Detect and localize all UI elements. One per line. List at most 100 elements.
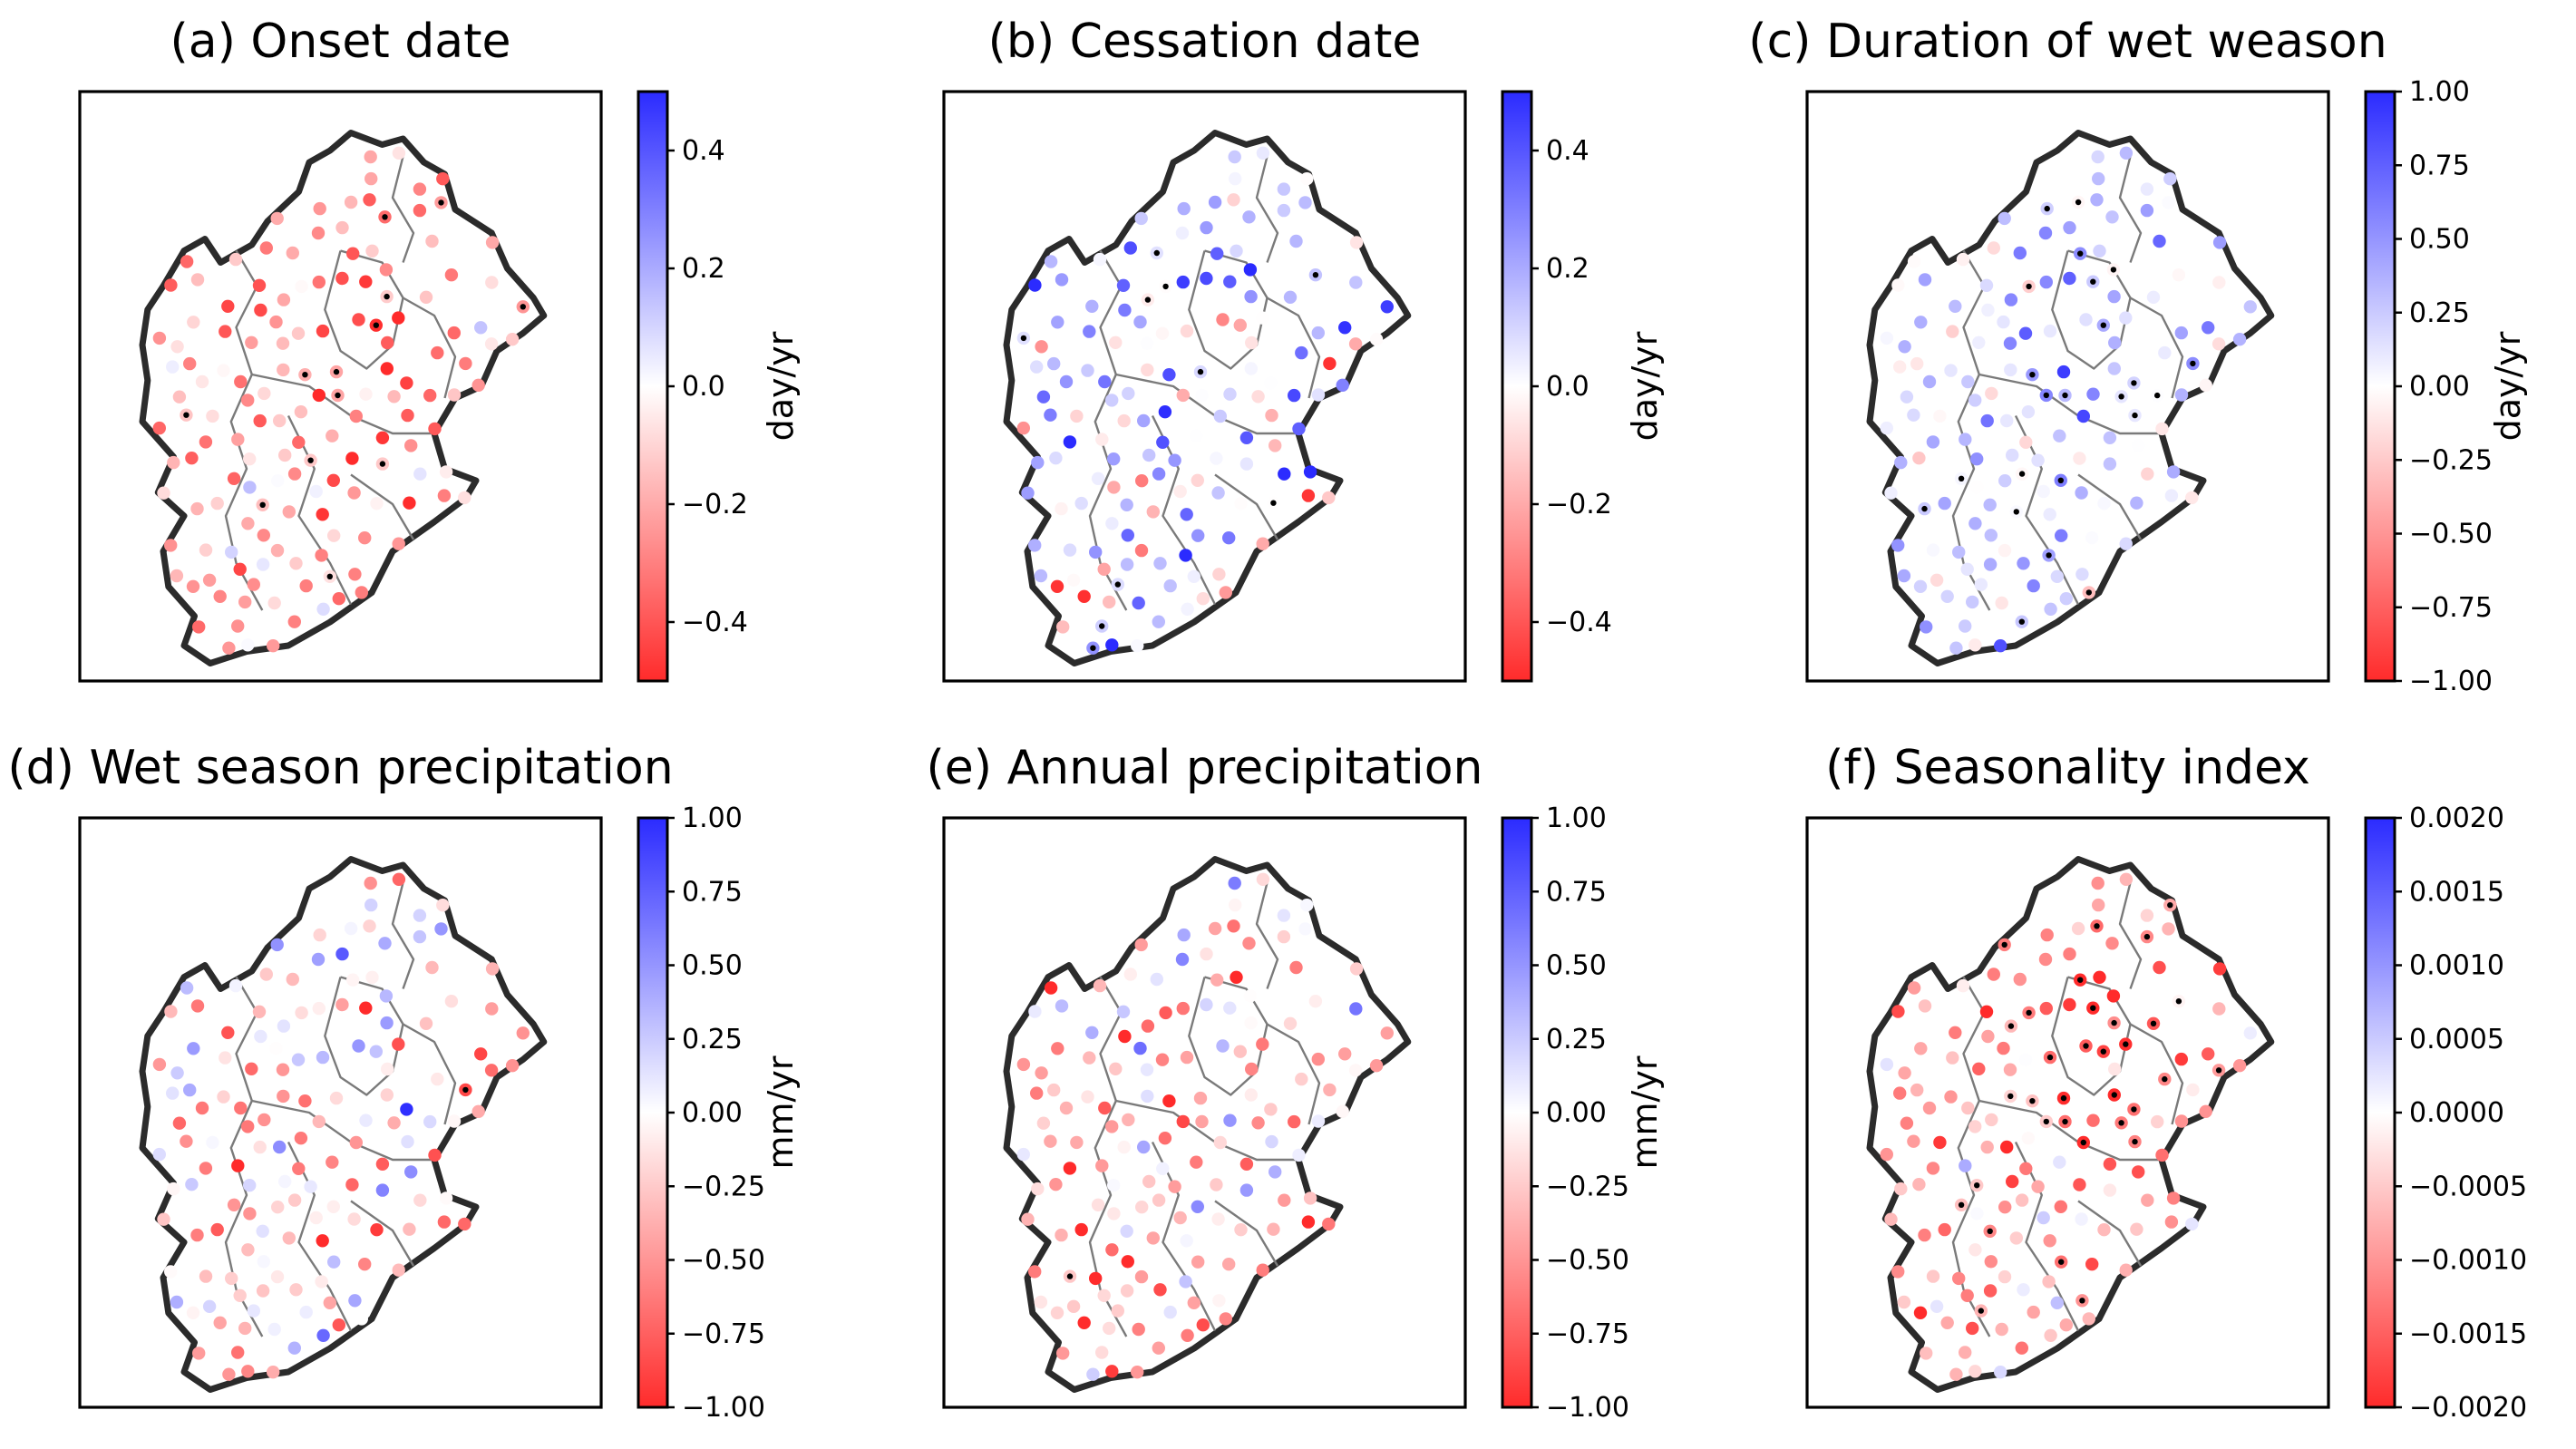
station-point <box>172 1116 187 1130</box>
station-point <box>316 1050 330 1065</box>
station-point <box>1926 1162 1940 1175</box>
station-point <box>1153 1283 1167 1297</box>
significance-marker <box>2118 1120 2124 1126</box>
significance-marker <box>1162 283 1169 290</box>
station-point <box>1985 386 1998 401</box>
station-point <box>331 1114 345 1129</box>
station-point <box>1920 620 1933 634</box>
station-point <box>1338 321 1352 335</box>
station-point <box>1308 995 1323 1008</box>
station-point <box>2091 150 2105 164</box>
station-point <box>1244 289 1258 304</box>
station-point <box>291 326 306 340</box>
station-point <box>294 405 308 419</box>
panel-title: (f) Seasonality index <box>1825 741 2310 795</box>
station-point <box>299 579 313 593</box>
station-point <box>1880 421 1893 435</box>
station-point <box>1277 909 1291 922</box>
station-point <box>1103 1321 1116 1336</box>
station-point <box>2174 1114 2189 1128</box>
station-point <box>1034 569 1048 583</box>
station-point <box>256 558 270 571</box>
station-point <box>1176 275 1191 289</box>
station-point <box>447 388 462 402</box>
station-point <box>1049 1178 1063 1191</box>
station-point <box>164 1005 178 1018</box>
station-point <box>1303 1191 1317 1205</box>
significance-marker <box>2057 477 2064 483</box>
station-point <box>1208 921 1222 936</box>
station-point <box>170 1295 184 1309</box>
station-point <box>2119 537 2133 550</box>
significance-marker <box>1090 645 1096 651</box>
station-point <box>2166 1191 2181 1205</box>
station-point <box>352 1039 365 1053</box>
station-points <box>1880 872 2257 1381</box>
station-point <box>1105 517 1119 530</box>
station-point <box>1155 1053 1170 1066</box>
station-point <box>1239 431 1254 444</box>
station-point <box>2027 1305 2040 1319</box>
station-point <box>1914 316 1928 329</box>
significance-marker <box>2154 392 2161 399</box>
station-point <box>425 234 439 248</box>
station-point <box>345 1178 359 1191</box>
station-point <box>1121 529 1135 542</box>
station-point <box>1949 641 1963 655</box>
station-point <box>2050 569 2064 583</box>
significance-marker <box>1978 1308 1984 1314</box>
station-point <box>1191 529 1205 542</box>
station-point <box>2075 1212 2088 1226</box>
station-point <box>363 193 376 207</box>
station-point <box>1938 496 1951 511</box>
station-point <box>1118 1029 1132 1044</box>
station-point <box>2063 997 2076 1012</box>
station-point <box>1191 473 1205 487</box>
station-point <box>273 413 287 428</box>
inner-boundary <box>391 156 415 263</box>
station-point <box>256 1284 270 1298</box>
station-point <box>287 1193 302 1207</box>
station-point <box>1380 1026 1395 1040</box>
station-point <box>1970 452 1984 466</box>
station-point <box>1120 498 1133 511</box>
colorbar-tick-label: 0.00 <box>2409 371 2470 403</box>
panel-5: (e) Annual precipitation 1.00 0.75 0.50 0.25… <box>927 741 1665 1424</box>
station-point <box>1265 1134 1278 1149</box>
station-point <box>1122 386 1135 401</box>
station-point <box>157 1212 170 1226</box>
station-point <box>1210 247 1224 260</box>
station-point <box>1283 1016 1298 1031</box>
station-point <box>2063 220 2076 235</box>
station-point <box>241 638 255 652</box>
station-point <box>1968 638 1982 652</box>
station-point <box>1995 596 2008 610</box>
colorbar-tick-label: 0.0 <box>1546 371 1589 403</box>
station-point <box>1028 278 1042 292</box>
station-point <box>1994 639 2007 653</box>
station-point <box>2162 196 2175 209</box>
station-point <box>256 1224 269 1239</box>
station-point <box>428 1148 442 1162</box>
station-point <box>363 919 376 933</box>
station-point <box>1095 1159 1109 1172</box>
station-point <box>1907 981 1921 995</box>
station-point <box>1894 1182 1908 1196</box>
station-point <box>1966 1321 1979 1336</box>
station-point <box>1880 1147 1893 1162</box>
colorbar-tick-label: −0.0010 <box>2409 1245 2527 1277</box>
station-point <box>243 481 257 494</box>
station-point <box>485 276 499 289</box>
station-point <box>1070 409 1084 423</box>
station-point <box>1251 390 1265 404</box>
significance-marker <box>2132 412 2138 419</box>
station-point <box>1972 336 1986 349</box>
station-point <box>1085 1026 1099 1040</box>
station-point <box>213 1316 227 1330</box>
station-point <box>2108 1062 2122 1076</box>
station-point <box>1900 1116 1914 1130</box>
station-point <box>1298 922 1312 936</box>
station-point <box>1926 543 1940 557</box>
station-point <box>428 422 442 436</box>
station-point <box>195 1101 209 1115</box>
